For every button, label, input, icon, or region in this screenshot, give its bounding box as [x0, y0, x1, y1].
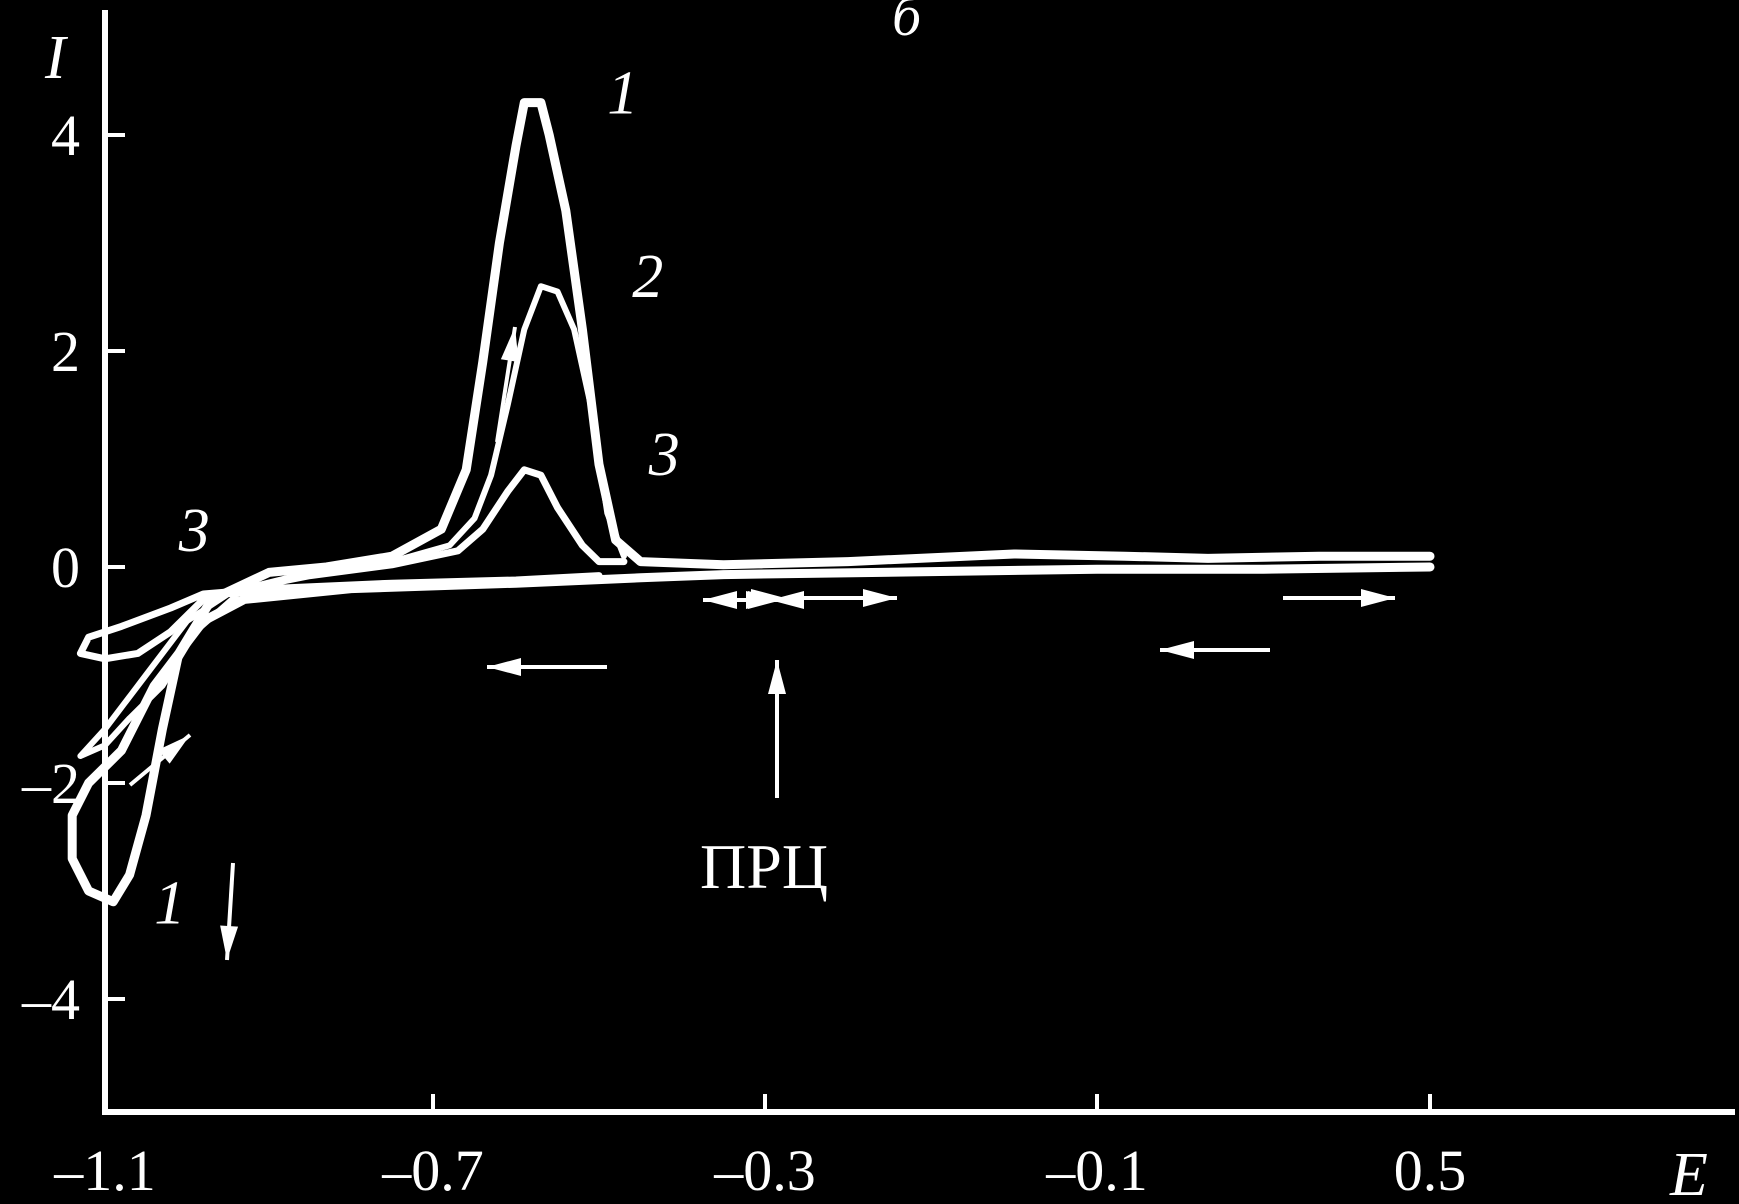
y-tick-label: 4 — [51, 103, 80, 168]
axes-group — [102, 10, 1735, 1115]
arrow-head — [768, 660, 786, 694]
arrow-head — [1361, 589, 1395, 607]
curve-3-line — [76, 466, 628, 663]
arrow-right-icon — [1283, 589, 1395, 607]
annotation-prc-label: ПРЦ — [700, 831, 828, 902]
y-tick-label: 2 — [51, 319, 80, 384]
direction-arrows-group — [128, 326, 1395, 961]
x-tick-label: –1.1 — [53, 1138, 156, 1203]
arrow-head — [500, 327, 519, 362]
arrow-right-icon — [785, 589, 897, 607]
y-tick-label: 0 — [51, 535, 80, 600]
panel-label: б — [892, 0, 923, 48]
y-tick-label: –2 — [21, 751, 80, 816]
ticks-group: –1.1 –0.7 –0.3 –0.1 0.5 4 2 0 –2 –4 — [21, 103, 1466, 1203]
x-tick-label: 0.5 — [1394, 1138, 1467, 1203]
curve-1-label: 1 — [154, 869, 185, 937]
arrow-down-icon — [220, 862, 239, 961]
curve-1-label: 1 — [607, 59, 638, 127]
arrow-head — [1160, 641, 1194, 659]
arrow-up-icon — [768, 660, 786, 798]
curve-3-label: 3 — [648, 421, 680, 489]
arrow-head — [746, 591, 780, 609]
arrow-left-icon — [746, 591, 780, 609]
curve-2-label: 2 — [632, 243, 663, 311]
arrow-head — [703, 591, 737, 609]
curve-2-line — [77, 283, 644, 759]
arrow-head — [220, 925, 239, 960]
arrow-head — [863, 589, 897, 607]
arrow-up-icon — [495, 326, 519, 443]
x-tick-label: –0.1 — [1045, 1138, 1148, 1203]
x-tick-label: –0.3 — [713, 1138, 816, 1203]
arrow-head — [158, 735, 190, 764]
arrow-up-right-icon — [128, 733, 192, 787]
arrow-left-icon — [487, 658, 607, 676]
curve-3-label: 3 — [178, 497, 210, 565]
arrow-left-icon — [1160, 641, 1270, 659]
x-tick-label: –0.7 — [381, 1138, 484, 1203]
arrow-head — [487, 658, 521, 676]
curve-1-line — [67, 98, 1435, 907]
y-axis-title: I — [44, 24, 69, 92]
series-group: 1 1 2 3 3 — [67, 59, 1435, 937]
labels-group: I E б ПРЦ — [44, 0, 1708, 1204]
x-axis-title: E — [1669, 1141, 1708, 1204]
y-tick-label: –4 — [21, 967, 80, 1032]
